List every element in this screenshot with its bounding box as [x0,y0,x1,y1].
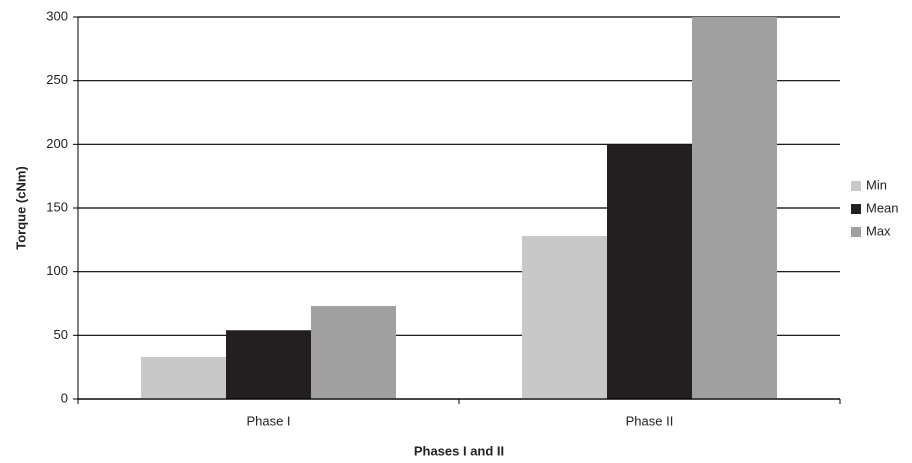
legend-label: Max [866,223,891,238]
x-tick-label: Phase I [246,413,290,428]
y-tick-label: 200 [46,136,68,151]
y-tick-label: 50 [54,327,68,342]
bar [522,236,607,399]
bar [607,144,692,399]
y-tick-label: 0 [61,390,68,405]
bar [226,330,311,399]
legend-swatch [851,227,861,237]
x-axis-label: Phases I and II [414,443,504,458]
legend-swatch [851,181,861,191]
legend-swatch [851,204,861,214]
y-axis-label: Torque (cNm) [13,166,28,250]
y-tick-label: 150 [46,199,68,214]
bar [311,306,396,399]
bar [692,17,777,399]
legend-label: Min [866,177,887,192]
y-tick-label: 300 [46,8,68,23]
y-tick-label: 250 [46,72,68,87]
bar [141,356,226,399]
x-tick-label: Phase II [626,413,674,428]
y-tick-label: 100 [46,263,68,278]
legend-label: Mean [866,200,899,215]
